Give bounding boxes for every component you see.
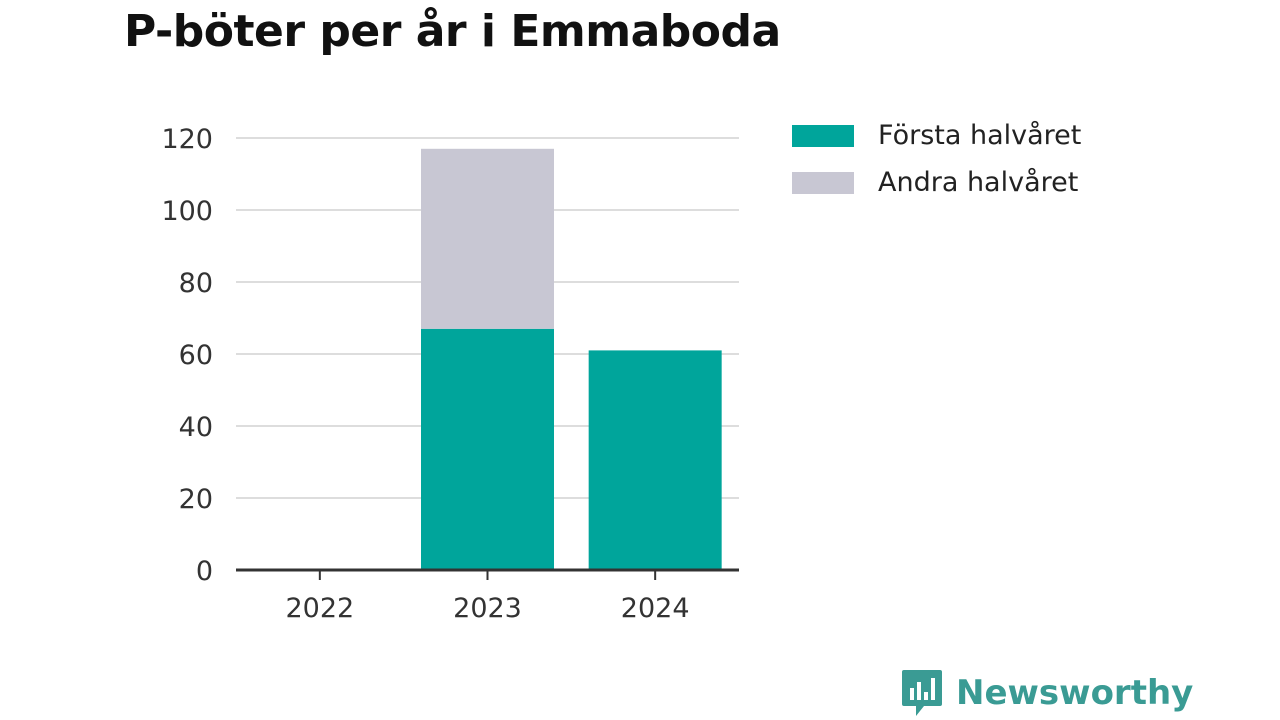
y-tick-label: 120 bbox=[161, 124, 213, 155]
y-tick-label: 40 bbox=[179, 412, 213, 443]
legend-label-second-half: Andra halvåret bbox=[878, 167, 1079, 198]
brand-logo: Newsworthy bbox=[900, 668, 1193, 718]
legend-item-second-half: Andra halvåret bbox=[792, 159, 1081, 206]
legend-label-first-half: Första halvåret bbox=[878, 120, 1082, 151]
y-tick-label: 20 bbox=[179, 484, 213, 515]
bar-2023-series-0 bbox=[421, 328, 554, 570]
x-tick-label: 2023 bbox=[453, 593, 522, 624]
bar-2023-series-1 bbox=[421, 148, 554, 329]
y-tick-label: 60 bbox=[179, 340, 213, 371]
legend-item-first-half: Första halvåret bbox=[792, 112, 1081, 159]
x-tick-label: 2024 bbox=[621, 593, 690, 624]
y-tick-label: 0 bbox=[196, 556, 213, 587]
bars bbox=[421, 148, 722, 570]
bar-2024-series-0 bbox=[588, 350, 722, 570]
chart-bubble-icon bbox=[902, 670, 942, 716]
y-axis-tick-labels: 0 20 40 60 80 100 120 bbox=[161, 124, 213, 587]
y-tick-label: 80 bbox=[179, 268, 213, 299]
legend-swatch-first-half bbox=[792, 124, 854, 147]
legend: Första halvåret Andra halvåret bbox=[792, 112, 1081, 206]
x-tick-label: 2022 bbox=[285, 593, 354, 624]
chart-title: P-böter per år i Emmaboda bbox=[124, 6, 781, 57]
x-axis: 2022 2023 2024 bbox=[236, 568, 739, 624]
brand-name: Newsworthy bbox=[956, 673, 1194, 713]
legend-swatch-second-half bbox=[792, 171, 854, 194]
y-tick-label: 100 bbox=[161, 196, 213, 227]
